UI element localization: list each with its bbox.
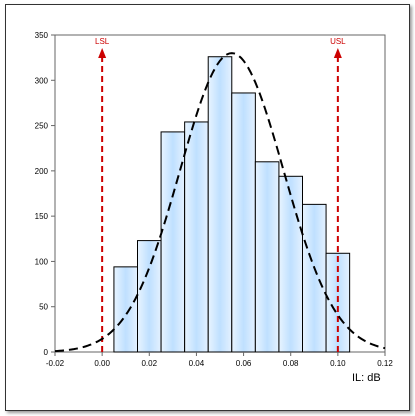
y-tick-label: 100 (35, 257, 49, 266)
histogram-bar-8 (278, 175, 303, 353)
normal-curve (54, 52, 386, 353)
x-tick-label: 0.00 (94, 359, 110, 368)
y-tick-label: 250 (35, 122, 49, 131)
x-tick-label: 0.12 (377, 359, 393, 368)
usl-arrow (333, 48, 342, 58)
histogram-bar-2 (137, 240, 162, 353)
x-tick-label: 0.10 (330, 359, 346, 368)
lsl-label: LSL (95, 37, 110, 46)
histogram-bar-4 (184, 121, 209, 353)
y-tick-label: 350 (35, 31, 49, 40)
y-tick-label: 200 (35, 167, 49, 176)
bars (113, 56, 351, 353)
y-tick-label: 300 (35, 76, 49, 85)
y-tick-label: 50 (39, 303, 48, 312)
histogram-bar-1 (113, 266, 139, 353)
x-tick-label: 0.08 (283, 359, 299, 368)
x-tick-label: 0.02 (141, 359, 157, 368)
histogram-bar-7 (254, 161, 280, 353)
y-axis: 0 50 100 150 200 250 300 350 (35, 31, 55, 357)
spec-limits: LSL USL (95, 37, 346, 352)
x-axis: -0.02 0.00 0.02 0.04 0.06 0.08 0.10 0.12 (46, 352, 393, 368)
x-tick-label: -0.02 (46, 359, 65, 368)
histogram-bar-5 (207, 56, 233, 353)
y-tick-label: 150 (35, 212, 49, 221)
histogram-bar-9 (302, 203, 327, 353)
y-tick-label: 0 (44, 348, 49, 357)
x-tick-label: 0.04 (189, 359, 205, 368)
x-tick-label: 0.06 (236, 359, 252, 368)
usl-label: USL (330, 37, 346, 46)
histogram-bar-6 (231, 92, 256, 353)
x-unit-label: IL: dB (352, 372, 381, 384)
lsl-arrow (98, 48, 107, 58)
